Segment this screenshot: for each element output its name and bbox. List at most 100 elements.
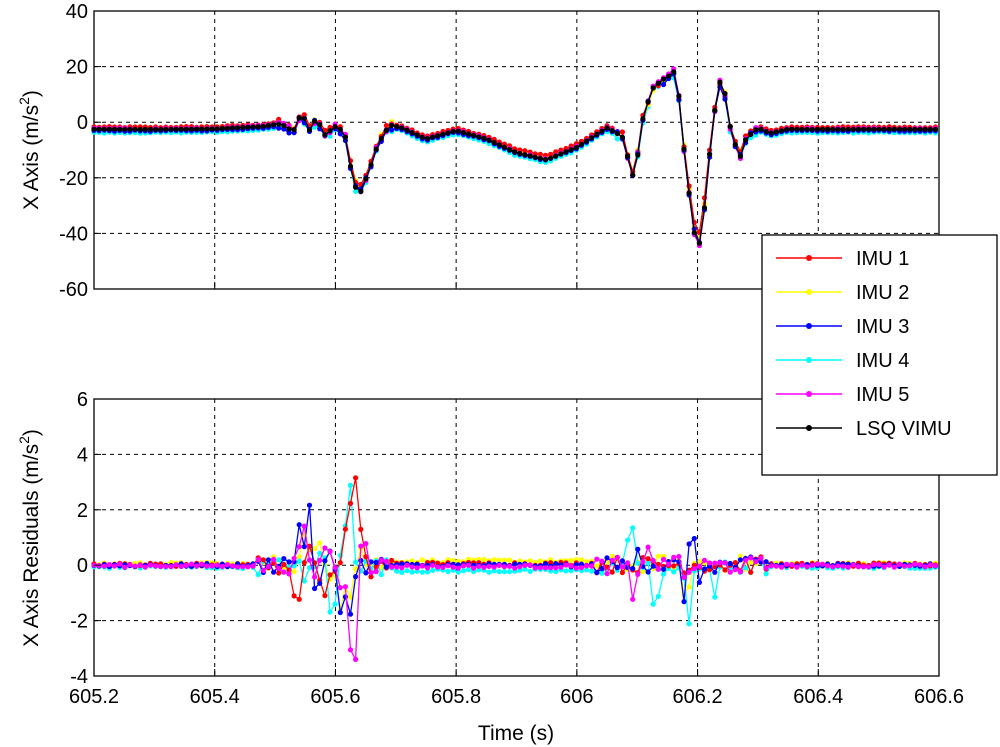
data-point <box>337 131 343 137</box>
data-point <box>825 563 831 569</box>
data-point <box>594 556 600 562</box>
data-point <box>363 554 369 560</box>
data-point <box>691 230 697 236</box>
y-tick-label: -40 <box>59 223 88 245</box>
data-point <box>450 128 456 134</box>
data-point <box>645 560 651 566</box>
data-point <box>655 566 661 572</box>
data-point <box>404 562 410 568</box>
data-point <box>214 126 220 132</box>
data-point <box>327 128 333 134</box>
data-point <box>599 558 605 564</box>
data-point <box>614 565 620 571</box>
data-point <box>342 584 348 590</box>
data-point <box>101 563 107 569</box>
data-point <box>332 565 338 571</box>
data-point <box>389 122 395 128</box>
data-point <box>548 155 554 161</box>
data-point <box>784 126 790 133</box>
data-point <box>804 564 810 570</box>
data-point <box>301 115 307 121</box>
data-point <box>353 184 359 190</box>
data-point <box>630 566 636 572</box>
legend-label: IMU 1 <box>856 248 909 270</box>
top-y-axis-label: X Axis (m/s2) <box>16 90 43 210</box>
data-point <box>691 566 697 572</box>
data-point <box>650 557 656 564</box>
data-point <box>219 125 225 132</box>
data-point <box>522 562 528 569</box>
data-point <box>455 565 461 571</box>
legend-swatch-marker <box>806 391 812 397</box>
data-point <box>332 124 338 130</box>
legend-items: IMU 1 IMU 2 IMU 3 IMU 4 IMU 5 LSQ VIMU <box>776 248 952 440</box>
data-point <box>578 557 585 563</box>
data-point <box>383 564 389 570</box>
data-point <box>491 568 497 574</box>
data-point <box>158 126 164 132</box>
data-point <box>907 126 913 132</box>
data-point <box>563 568 569 574</box>
data-point <box>430 134 436 140</box>
data-point <box>245 564 251 570</box>
data-point <box>460 563 466 569</box>
data-point <box>922 126 928 132</box>
data-point <box>814 561 821 567</box>
data-point <box>640 568 646 575</box>
data-point <box>481 135 487 141</box>
data-point <box>117 126 123 132</box>
data-point <box>537 558 543 564</box>
data-point <box>153 126 159 132</box>
data-point <box>286 571 292 577</box>
legend-item: IMU 2 <box>776 282 909 304</box>
data-point <box>142 564 148 570</box>
data-point <box>501 569 507 575</box>
data-point <box>840 126 846 132</box>
legend-swatch-marker <box>806 425 812 431</box>
data-point <box>527 568 533 575</box>
data-point <box>322 132 328 138</box>
data-point <box>712 560 718 566</box>
data-point <box>686 190 692 196</box>
data-point <box>501 564 507 570</box>
data-point <box>491 557 497 563</box>
data-point <box>686 569 692 575</box>
y-tick-label: -20 <box>59 168 88 190</box>
data-point <box>106 126 112 132</box>
data-point <box>317 557 323 564</box>
legend-item: IMU 1 <box>776 248 909 270</box>
data-point <box>486 569 492 575</box>
data-point <box>630 172 636 178</box>
data-point <box>476 134 482 140</box>
data-point <box>147 562 153 568</box>
data-point <box>748 131 754 137</box>
data-point <box>188 561 195 567</box>
data-point <box>296 558 302 564</box>
data-point <box>712 107 718 114</box>
data-point <box>424 135 431 142</box>
data-point <box>183 126 189 132</box>
data-point <box>855 564 862 570</box>
data-point <box>896 126 903 132</box>
data-point <box>635 571 641 578</box>
data-point <box>835 126 841 132</box>
data-point <box>486 137 492 143</box>
data-point <box>778 128 785 134</box>
data-point <box>281 561 287 568</box>
data-point <box>522 152 528 158</box>
data-point <box>743 137 749 143</box>
data-point <box>455 128 461 134</box>
data-point <box>609 128 615 134</box>
data-point <box>194 126 200 132</box>
data-point <box>696 240 703 246</box>
data-point <box>465 131 472 137</box>
data-point <box>907 563 913 569</box>
data-point <box>512 565 518 571</box>
y-tick-label: 2 <box>77 500 88 522</box>
data-point <box>532 565 538 571</box>
data-point <box>660 556 667 563</box>
data-point <box>163 563 169 570</box>
data-point <box>676 553 682 560</box>
bottom-y-axis-label: X Axis Residuals (m/s2) <box>16 429 43 647</box>
data-point <box>296 115 302 121</box>
